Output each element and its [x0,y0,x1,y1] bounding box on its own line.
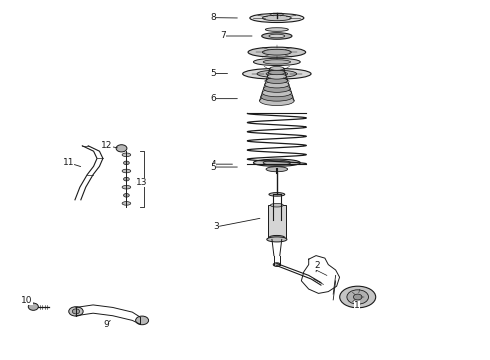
Ellipse shape [123,193,129,197]
Ellipse shape [269,34,285,38]
Bar [268,205,286,238]
Ellipse shape [270,67,284,70]
Text: 13: 13 [136,178,148,187]
Ellipse shape [28,303,38,310]
Ellipse shape [253,159,300,166]
Ellipse shape [260,96,294,105]
Ellipse shape [253,58,300,66]
Text: 6: 6 [210,94,237,103]
Ellipse shape [263,60,291,64]
Ellipse shape [263,160,291,165]
Ellipse shape [136,316,148,325]
Ellipse shape [267,237,287,242]
Text: 2: 2 [315,261,320,272]
Ellipse shape [353,294,362,300]
Ellipse shape [264,85,290,92]
Text: 8: 8 [210,13,237,22]
Ellipse shape [122,153,131,157]
Ellipse shape [73,309,79,314]
Ellipse shape [122,169,131,173]
Ellipse shape [122,185,131,189]
Ellipse shape [248,47,306,57]
Ellipse shape [269,70,285,75]
Text: 3: 3 [214,218,260,231]
Ellipse shape [257,70,296,77]
Ellipse shape [340,286,376,308]
Ellipse shape [270,203,283,207]
Ellipse shape [261,93,293,101]
Ellipse shape [266,77,288,84]
Ellipse shape [265,28,289,31]
Text: 5: 5 [210,163,237,171]
Text: 7: 7 [220,31,252,40]
Ellipse shape [269,235,285,240]
Ellipse shape [116,145,127,152]
Ellipse shape [263,49,291,55]
Text: 5: 5 [210,69,227,78]
Ellipse shape [123,161,129,165]
Ellipse shape [122,202,131,205]
Text: 1: 1 [354,301,360,310]
Ellipse shape [262,89,292,97]
Ellipse shape [250,13,304,22]
Ellipse shape [269,193,285,196]
Text: 4: 4 [210,160,232,168]
Ellipse shape [69,307,83,316]
Text: 12: 12 [101,141,117,150]
Ellipse shape [262,33,292,39]
Ellipse shape [347,290,368,304]
Ellipse shape [123,177,129,181]
Text: 11: 11 [63,158,81,167]
Ellipse shape [268,74,286,79]
Ellipse shape [243,68,311,79]
Ellipse shape [266,167,288,172]
Text: 9: 9 [103,320,110,329]
Ellipse shape [265,81,289,88]
Text: 10: 10 [21,296,33,305]
Ellipse shape [266,72,288,76]
Ellipse shape [273,263,280,266]
Ellipse shape [263,15,291,21]
